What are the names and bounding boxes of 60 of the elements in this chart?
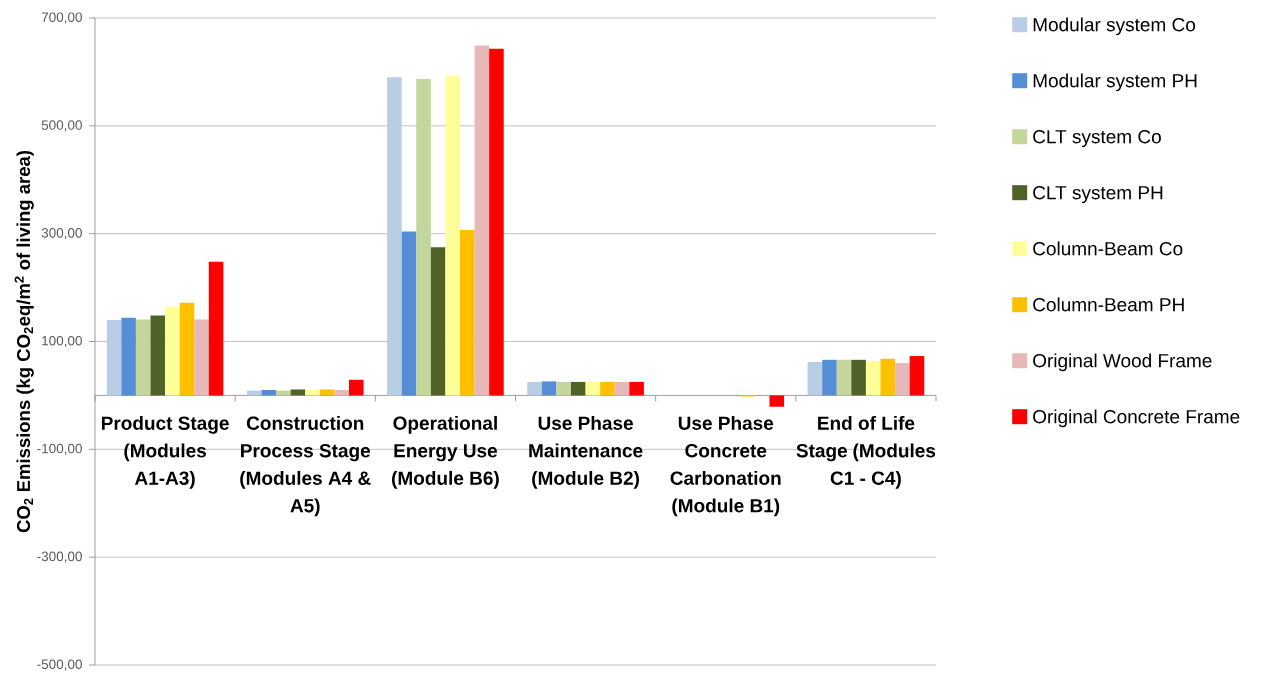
legend-label: Modular system Co — [1033, 17, 1196, 36]
bar — [445, 75, 460, 396]
legend-label: Column-Beam PH — [1033, 297, 1184, 312]
bar — [769, 395, 785, 407]
bar — [430, 247, 446, 396]
bar — [865, 360, 881, 396]
y-tick-label: 500,00 — [41, 120, 82, 132]
bar — [348, 379, 364, 396]
bar — [121, 317, 136, 396]
bar — [571, 381, 586, 396]
bar — [334, 390, 349, 396]
bar — [305, 390, 320, 396]
legend-label: Original Concrete Frame — [1033, 409, 1240, 428]
bar — [807, 361, 823, 396]
bar — [416, 78, 431, 396]
bar — [822, 359, 837, 396]
bar — [909, 356, 925, 396]
y-tick-label: 700,00 — [41, 12, 82, 24]
bar — [319, 389, 335, 396]
legend-label: CLT system PH — [1033, 185, 1163, 204]
y-tick-label: 300,00 — [41, 228, 82, 240]
bar — [194, 319, 209, 396]
y-tick-label: -300,00 — [37, 551, 82, 563]
bar — [614, 381, 630, 396]
legend-label: Modular system PH — [1033, 73, 1197, 92]
bar — [585, 381, 601, 396]
bar — [895, 363, 910, 396]
bar — [165, 306, 180, 396]
bar — [851, 359, 866, 396]
bar — [135, 319, 151, 396]
y-tick-label: -100,00 — [37, 443, 82, 455]
bar — [600, 381, 615, 396]
bar — [629, 381, 644, 396]
bar — [489, 48, 504, 396]
y-tick-label: 100,00 — [42, 335, 82, 348]
bar — [460, 229, 475, 396]
bar — [556, 381, 572, 396]
bar — [401, 231, 417, 396]
y-axis-title: CO$_{2}$ Emissions (kg CO$_{2}$eq/m$^{2}$ of living area) — [14, 150, 34, 533]
x-tick-label: Use Phase Concrete Carbonation (Module B1) — [670, 415, 781, 517]
bar — [150, 315, 166, 396]
bar — [474, 45, 490, 396]
x-tick-label: Product Stage (Modules A1-A3) — [101, 415, 229, 489]
bar — [106, 319, 122, 396]
bar — [179, 302, 195, 396]
bar — [541, 381, 557, 396]
legend-label: Column-Beam Co — [1033, 241, 1183, 256]
legend-label: CLT system Co — [1033, 129, 1161, 148]
bar — [880, 358, 896, 396]
bar — [387, 77, 402, 396]
x-tick-label: Use Phase Maintenance (Module B2) — [529, 415, 643, 489]
bar — [836, 359, 852, 396]
y-tick-label: -500,00 — [37, 659, 82, 671]
x-tick-label: Operational Energy Use (Module B6) — [392, 415, 499, 489]
x-tick-label: Construction Process Stage (Modules A4 & A5) — [240, 415, 371, 517]
x-tick-label: End of Life Stage (Modules C1 - C4) — [796, 415, 936, 489]
bar — [527, 381, 542, 396]
bar — [290, 389, 306, 396]
bar — [208, 261, 224, 396]
legend-label: Original Wood Frame — [1033, 353, 1212, 372]
